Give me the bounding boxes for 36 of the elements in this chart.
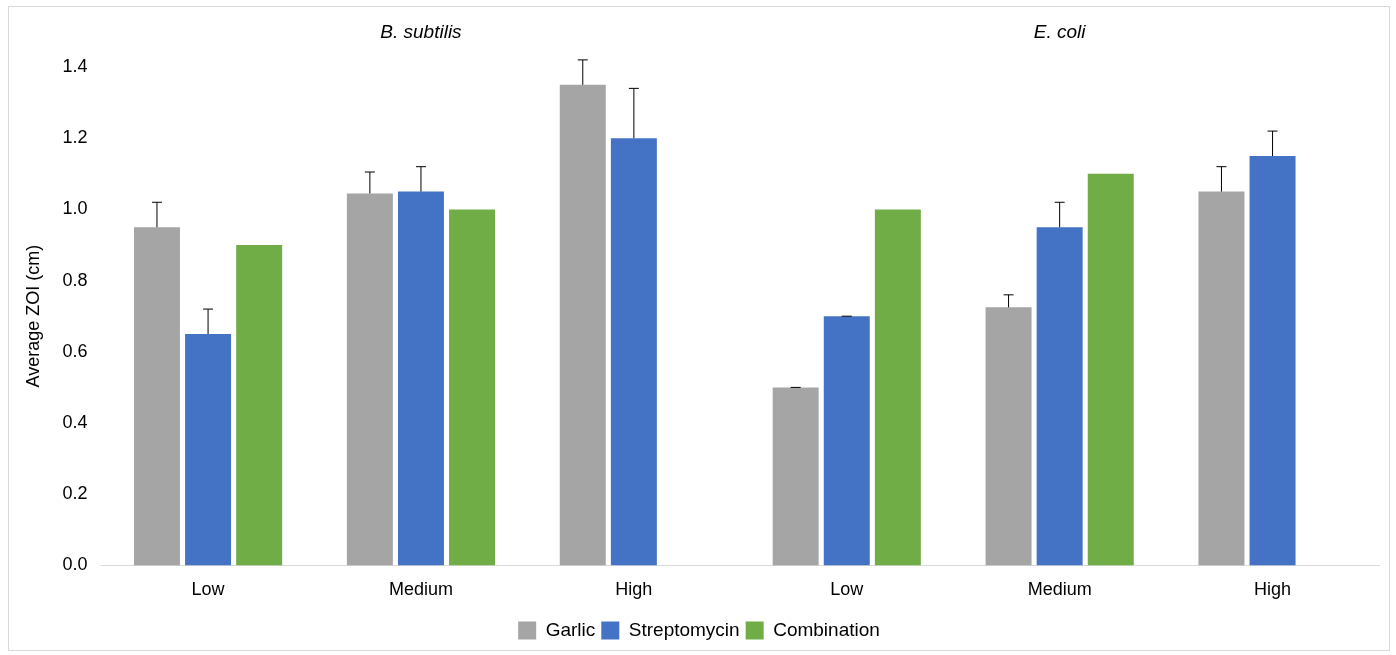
bar	[1036, 227, 1083, 566]
legend-label: Streptomycin	[628, 618, 740, 640]
bar	[1087, 173, 1134, 566]
bar	[559, 84, 606, 566]
y-tick-label: 0.6	[62, 340, 88, 361]
x-tick-label: High	[615, 579, 653, 600]
legend-label: Garlic	[545, 618, 596, 640]
y-tick-label: 1.2	[62, 127, 88, 148]
bar	[236, 245, 283, 566]
bar	[985, 307, 1032, 566]
legend-label: Combination	[773, 618, 880, 640]
x-tick-label: High	[1254, 579, 1292, 600]
bar	[185, 334, 232, 566]
bar	[874, 209, 921, 566]
y-tick-label: 1.0	[62, 198, 88, 219]
bar	[397, 191, 444, 566]
bar	[449, 209, 496, 566]
bar	[1198, 191, 1245, 566]
bar	[346, 193, 393, 566]
bar	[610, 138, 657, 566]
bar	[823, 316, 870, 566]
y-tick-label: 1.4	[62, 55, 88, 76]
y-tick-label: 0.8	[62, 269, 88, 290]
y-tick-label: 0.0	[62, 554, 88, 575]
x-tick-label: Low	[191, 579, 226, 600]
text: E. coli	[1033, 21, 1087, 43]
x-tick-label: Low	[830, 579, 865, 600]
x-tick-label: Medium	[388, 579, 453, 600]
y-tick-label: 0.2	[62, 483, 88, 504]
bar	[133, 227, 180, 566]
x-tick-label: Medium	[1027, 579, 1092, 600]
bar	[1249, 156, 1296, 566]
y-axis-title: Average ZOI (cm)	[22, 244, 43, 388]
y-tick-label: 0.4	[62, 411, 88, 432]
bar	[772, 387, 819, 566]
text: B. subtilis	[380, 21, 463, 43]
